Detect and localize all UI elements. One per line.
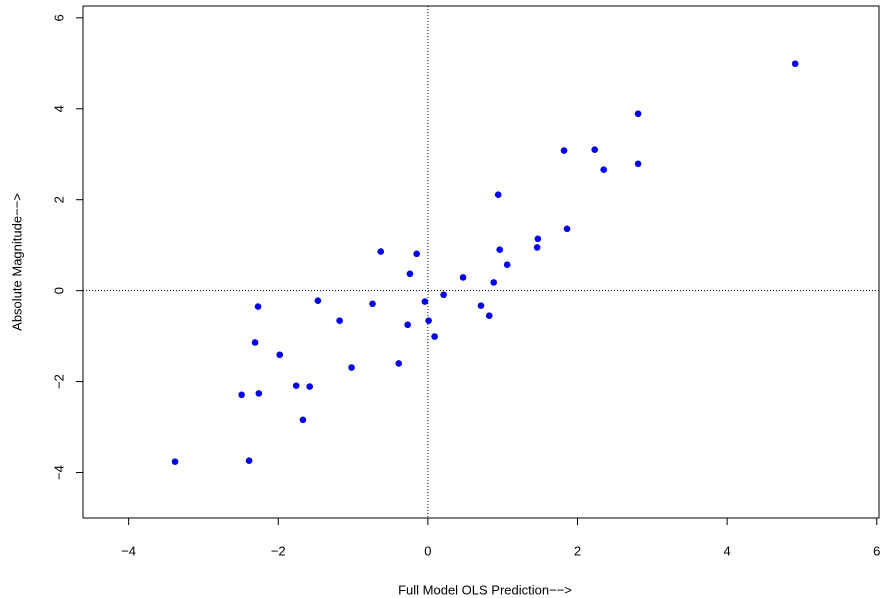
point: [431, 333, 438, 340]
x-tick-label: 2: [574, 543, 581, 558]
point: [485, 312, 493, 319]
point: [477, 302, 485, 309]
point: [440, 291, 447, 299]
point: [245, 457, 253, 465]
y-tick-label: −2: [51, 374, 66, 389]
point: [314, 297, 322, 304]
point: [560, 147, 568, 154]
point: [299, 416, 307, 424]
point: [404, 321, 411, 329]
point: [591, 146, 599, 153]
x-tick-label: −2: [271, 543, 286, 558]
point: [425, 317, 432, 324]
y-tick-label: 0: [51, 287, 66, 294]
point: [406, 270, 414, 278]
point: [251, 339, 259, 346]
y-tick-label: 4: [51, 105, 66, 112]
point: [369, 300, 376, 308]
point: [634, 160, 642, 168]
point: [292, 382, 300, 389]
y-tick-label: 2: [51, 196, 66, 203]
point: [306, 383, 313, 390]
y-tick-label: 6: [51, 14, 66, 21]
point: [791, 60, 799, 68]
point: [563, 225, 571, 233]
y-tick-label: −4: [51, 465, 66, 480]
y-axis-title: Absolute Magnitude−−>: [9, 193, 24, 331]
x-tick-label: −4: [121, 543, 136, 558]
point: [171, 458, 179, 465]
point: [348, 364, 355, 371]
x-tick-label: 0: [424, 543, 431, 558]
x-axis-title: Full Model OLS Prediction−−>: [398, 582, 572, 597]
point: [254, 303, 262, 310]
point: [395, 360, 403, 367]
point: [496, 246, 504, 254]
x-tick-label: 6: [873, 543, 880, 558]
point: [255, 390, 263, 397]
x-tick-label: 4: [724, 543, 731, 558]
point: [413, 250, 420, 258]
point: [503, 261, 511, 269]
point: [534, 235, 542, 243]
plot-frame: [82, 5, 880, 519]
point: [421, 298, 429, 305]
point: [634, 110, 642, 118]
point: [336, 317, 343, 324]
point: [238, 391, 245, 399]
point: [533, 244, 541, 251]
point: [377, 248, 385, 255]
point: [276, 351, 284, 359]
point: [600, 166, 607, 173]
point: [494, 191, 502, 199]
point: [490, 279, 498, 286]
point: [459, 274, 467, 281]
